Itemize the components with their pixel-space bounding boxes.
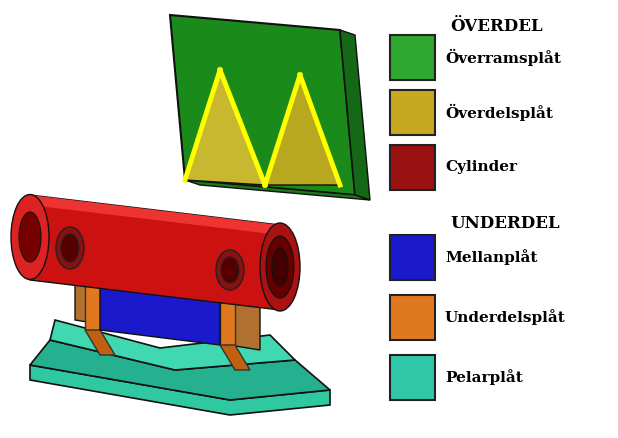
- FancyBboxPatch shape: [390, 355, 435, 400]
- Text: Överramsplåt: Överramsplåt: [445, 49, 561, 66]
- Text: UNDERDEL: UNDERDEL: [450, 215, 560, 232]
- Polygon shape: [30, 195, 280, 310]
- Polygon shape: [185, 180, 370, 200]
- Polygon shape: [265, 75, 340, 185]
- Ellipse shape: [260, 223, 300, 311]
- Text: Överdelsplåt: Överdelsplåt: [445, 104, 553, 121]
- Text: Pelarplåt: Pelarplåt: [445, 370, 523, 385]
- Polygon shape: [85, 330, 115, 355]
- Polygon shape: [30, 195, 280, 235]
- Ellipse shape: [216, 250, 244, 290]
- Text: Mellanplåt: Mellanplåt: [445, 250, 538, 265]
- FancyBboxPatch shape: [390, 145, 435, 190]
- Polygon shape: [30, 365, 330, 415]
- Text: Cylinder: Cylinder: [445, 160, 517, 174]
- Ellipse shape: [61, 234, 79, 262]
- FancyBboxPatch shape: [390, 295, 435, 340]
- Ellipse shape: [221, 257, 239, 283]
- Ellipse shape: [11, 194, 49, 279]
- Polygon shape: [220, 345, 250, 370]
- Polygon shape: [220, 265, 235, 345]
- Polygon shape: [340, 30, 370, 200]
- Polygon shape: [75, 240, 260, 350]
- Text: ÖVERDEL: ÖVERDEL: [450, 18, 543, 35]
- Ellipse shape: [272, 248, 288, 286]
- Polygon shape: [85, 250, 100, 330]
- Ellipse shape: [19, 212, 41, 262]
- Polygon shape: [30, 340, 330, 400]
- Polygon shape: [170, 15, 355, 195]
- Ellipse shape: [266, 236, 294, 298]
- Polygon shape: [50, 320, 295, 370]
- FancyBboxPatch shape: [390, 90, 435, 135]
- FancyBboxPatch shape: [390, 235, 435, 280]
- Text: Underdelsplåt: Underdelsplåt: [445, 310, 565, 325]
- Polygon shape: [100, 255, 220, 345]
- FancyBboxPatch shape: [390, 35, 435, 80]
- Polygon shape: [185, 70, 265, 185]
- Ellipse shape: [56, 227, 84, 269]
